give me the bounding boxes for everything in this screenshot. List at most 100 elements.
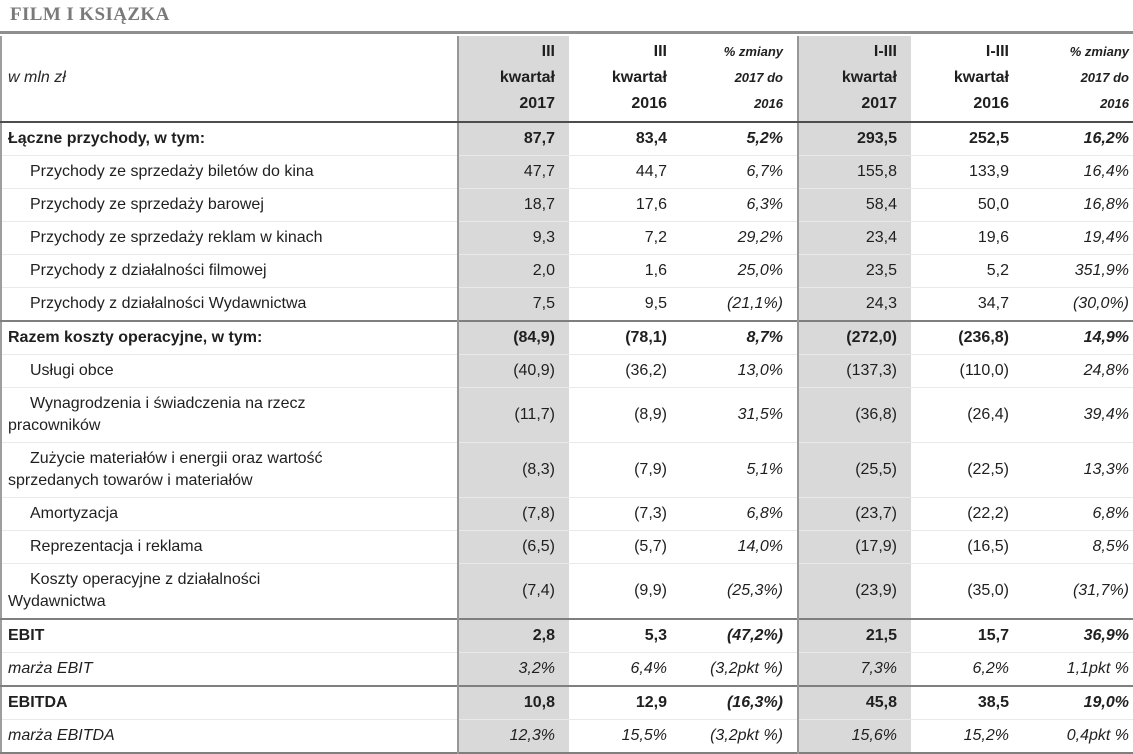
cell-value: 7,2 (569, 221, 681, 255)
cell-value: 133,9 (911, 155, 1023, 189)
table-row: Koszty operacyjne z działalności Wydawni… (1, 563, 1133, 619)
cell-value: (26,4) (911, 387, 1023, 443)
cell-value: (35,0) (911, 563, 1023, 619)
cell-value: (7,9) (569, 442, 681, 498)
cell-value: 9,3 (457, 221, 569, 255)
cell-value: (31,7%) (1023, 563, 1133, 619)
row-label: Amortyzacja (1, 497, 458, 531)
table-row: EBITDA 10,8 12,9 (16,3%) 45,8 38,5 19,0% (1, 685, 1133, 720)
row-label: Przychody ze sprzedaży reklam w kinach (1, 221, 458, 255)
row-label: Przychody z działalności filmowej (1, 254, 458, 288)
cell-value: 14,0% (681, 530, 798, 564)
cell-value: (25,3%) (681, 563, 798, 619)
cell-value: 39,4% (1023, 387, 1133, 443)
cell-value: 15,6% (797, 719, 911, 753)
table-row: Przychody ze sprzedaży reklam w kinach 9,… (1, 221, 1133, 255)
cell-value: 8,5% (1023, 530, 1133, 564)
row-label: EBITDA (1, 685, 458, 720)
cell-value: 1,6 (569, 254, 681, 288)
column-header-line: 2017 do (1080, 69, 1129, 85)
cell-value: (8,3) (457, 442, 569, 498)
cell-value: 24,8% (1023, 354, 1133, 388)
cell-value: (8,9) (569, 387, 681, 443)
cell-value: (3,2pkt %) (681, 719, 798, 753)
cell-value: 9,5 (569, 287, 681, 321)
cell-value: (16,3%) (681, 685, 798, 720)
cell-value: 24,3 (797, 287, 911, 321)
cell-value: 0,4pkt % (1023, 719, 1133, 753)
column-header-pct-zmiany-kwartal: % zmiany 2017 do 2016 (681, 36, 798, 123)
cell-value: 44,7 (569, 155, 681, 189)
cell-value: (40,9) (457, 354, 569, 388)
cell-value: 6,7% (681, 155, 798, 189)
column-header-line: 2016 (973, 94, 1009, 112)
cell-value: (47,2%) (681, 618, 798, 653)
unit-label: w mln zł (1, 36, 458, 123)
cell-value: (22,5) (911, 442, 1023, 498)
row-label: Zużycie materiałów i energii oraz wartoś… (1, 442, 458, 498)
cell-value: 15,5% (569, 719, 681, 753)
column-header-line: 2017 (519, 94, 555, 112)
cell-value: (84,9) (457, 320, 569, 355)
cell-value: 5,2% (746, 130, 783, 147)
cell-value: 10,8 (457, 685, 569, 720)
row-label: Przychody ze sprzedaży barowej (1, 188, 458, 222)
cell-value: 19,0% (1023, 685, 1133, 720)
cell-value: 15,7 (911, 618, 1023, 653)
cell-value: 1,1pkt % (1023, 652, 1133, 686)
cell-value: 19,4% (1023, 221, 1133, 255)
cell-value: 87,7 (457, 122, 569, 156)
cell-value: (78,1) (569, 320, 681, 355)
report-page: FILM I KSIĄZKA w mln zł III kwartał 2017 III… (0, 4, 1133, 754)
cell-value: (36,8) (797, 387, 911, 443)
cell-value: 19,6 (911, 221, 1023, 255)
column-header-line: % zmiany (723, 43, 783, 59)
column-header-i-iii-kwartal-2016: I-III kwartał 2016 (911, 36, 1023, 123)
header-row: w mln zł III kwartał 2017 III kwartał 2016% zm… (1, 36, 1133, 123)
cell-value: 36,9% (1023, 618, 1133, 653)
cell-value: (110,0) (911, 354, 1023, 388)
column-header-iii-kwartal-2016: III kwartał 2016 (569, 36, 681, 123)
cell-value: (6,5) (457, 530, 569, 564)
column-header-line: III (653, 42, 667, 60)
cell-value: 5,3 (569, 618, 681, 653)
column-header-i-iii-kwartal-2017: I-III kwartał 2017 (797, 36, 911, 123)
column-header-line: 2017 (861, 94, 897, 112)
cell-value: 3,2% (457, 652, 569, 686)
column-header-line: kwartał (611, 68, 667, 86)
row-label: Razem koszty operacyjne, w tym: (1, 320, 458, 355)
cell-value: (23,9) (797, 563, 911, 619)
cell-value: 6,8% (681, 497, 798, 531)
cell-value: (5,7) (569, 530, 681, 564)
cell-value: 351,9% (1023, 254, 1133, 288)
cell-value: (16,5) (911, 530, 1023, 564)
cell-value: (36,2) (569, 354, 681, 388)
cell-value: 12,9 (569, 685, 681, 720)
cell-value: 25,0% (681, 254, 798, 288)
cell-value: 252,5 (968, 130, 1009, 147)
cell-value: 23,4 (797, 221, 911, 255)
cell-value: 14,9% (1023, 320, 1133, 355)
column-header-line: % zmiany (1069, 43, 1129, 59)
cell-value: 38,5 (911, 685, 1023, 720)
table-row: Przychody z działalności filmowej 2,0 1,6 2… (1, 254, 1133, 288)
cell-value: (7,4) (457, 563, 569, 619)
cell-value: 17,6 (569, 188, 681, 222)
cell-value: 50,0 (911, 188, 1023, 222)
cell-value: 34,7 (911, 287, 1023, 321)
cell-value: 6,4% (569, 652, 681, 686)
cell-value: 16,4% (1023, 155, 1133, 189)
table-row: EBIT 2,8 5,3 (47,2%) 21,5 15,7 36,9% (1, 618, 1133, 653)
cell-value: 83,4 (635, 130, 667, 147)
cell-value: (11,7) (457, 387, 569, 443)
cell-value: 31,5% (681, 387, 798, 443)
table-row: Przychody z działalności Wydawnictwa 7,5 9… (1, 287, 1133, 321)
cell-value: 6,2% (911, 652, 1023, 686)
cell-value: (7,3) (569, 497, 681, 531)
table-row: Amortyzacja (7,8) (7,3) 6,8% (23,7) (22,2) 6,8… (1, 497, 1133, 531)
table-row: Reprezentacja i reklama (6,5) (5,7) 14,0% (1… (1, 530, 1133, 564)
cell-value: 293,5 (797, 122, 911, 156)
cell-value: 2,0 (457, 254, 569, 288)
cell-value: (137,3) (797, 354, 911, 388)
column-header-line: III (541, 42, 555, 60)
